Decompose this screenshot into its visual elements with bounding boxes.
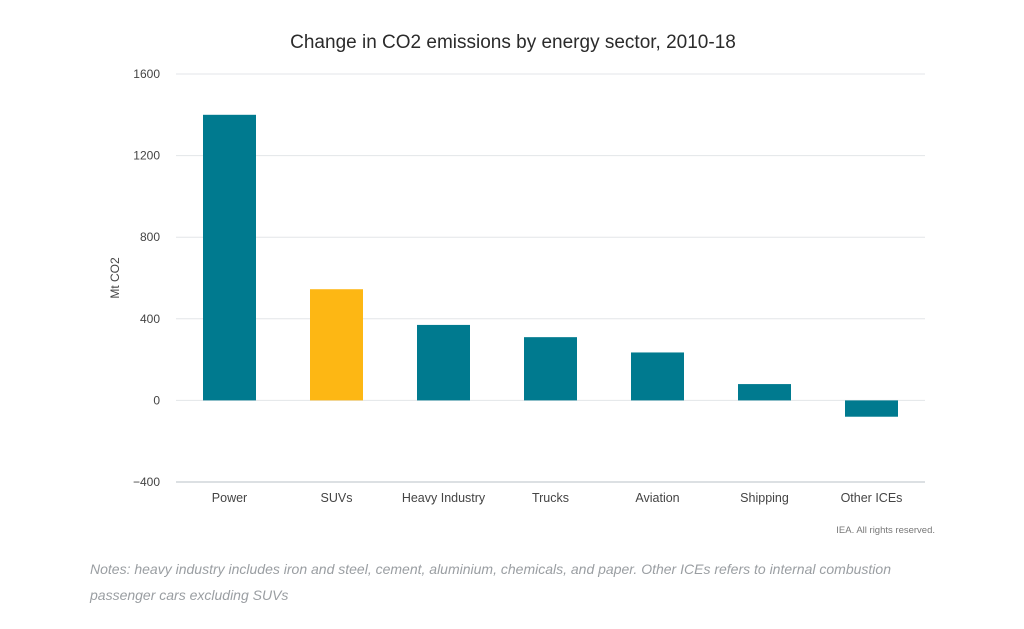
bars <box>203 114 898 417</box>
x-tick-label: Aviation <box>635 491 679 505</box>
bar-trucks <box>524 337 577 401</box>
bar-aviation <box>631 352 684 401</box>
x-tick-label: Power <box>212 491 247 505</box>
y-axis-title: Mt CO2 <box>108 257 122 299</box>
y-tick-label: −400 <box>133 475 160 489</box>
y-tick-label: 1600 <box>133 67 160 81</box>
x-tick-label: Heavy Industry <box>402 491 486 505</box>
y-tick-label: 0 <box>153 393 160 407</box>
x-tick-label: Trucks <box>532 491 569 505</box>
bar-chart: Change in CO2 emissions by energy sector… <box>108 32 935 536</box>
bar-heavy-industry <box>417 324 470 401</box>
bar-other-ices <box>845 400 898 417</box>
y-tick-label: 400 <box>140 312 160 326</box>
x-tick-label: Shipping <box>740 491 789 505</box>
y-tick-label: 800 <box>140 230 160 244</box>
chart-title: Change in CO2 emissions by energy sector… <box>290 32 736 53</box>
y-axis-ticks: 1600 1200 800 400 0 −400 <box>133 67 160 489</box>
bar-suvs <box>310 289 363 401</box>
x-tick-label: SUVs <box>321 491 353 505</box>
chart-notes: Notes: heavy industry includes iron and … <box>90 561 891 603</box>
gridlines <box>176 73 925 483</box>
y-tick-label: 1200 <box>133 149 160 163</box>
x-tick-label: Other ICEs <box>841 491 903 505</box>
x-axis-labels: Power SUVs Heavy Industry Trucks Aviation Shi… <box>212 491 903 505</box>
credit-text: IEA. All rights reserved. <box>836 525 935 536</box>
bar-shipping <box>738 384 791 401</box>
bar-power <box>203 114 256 401</box>
